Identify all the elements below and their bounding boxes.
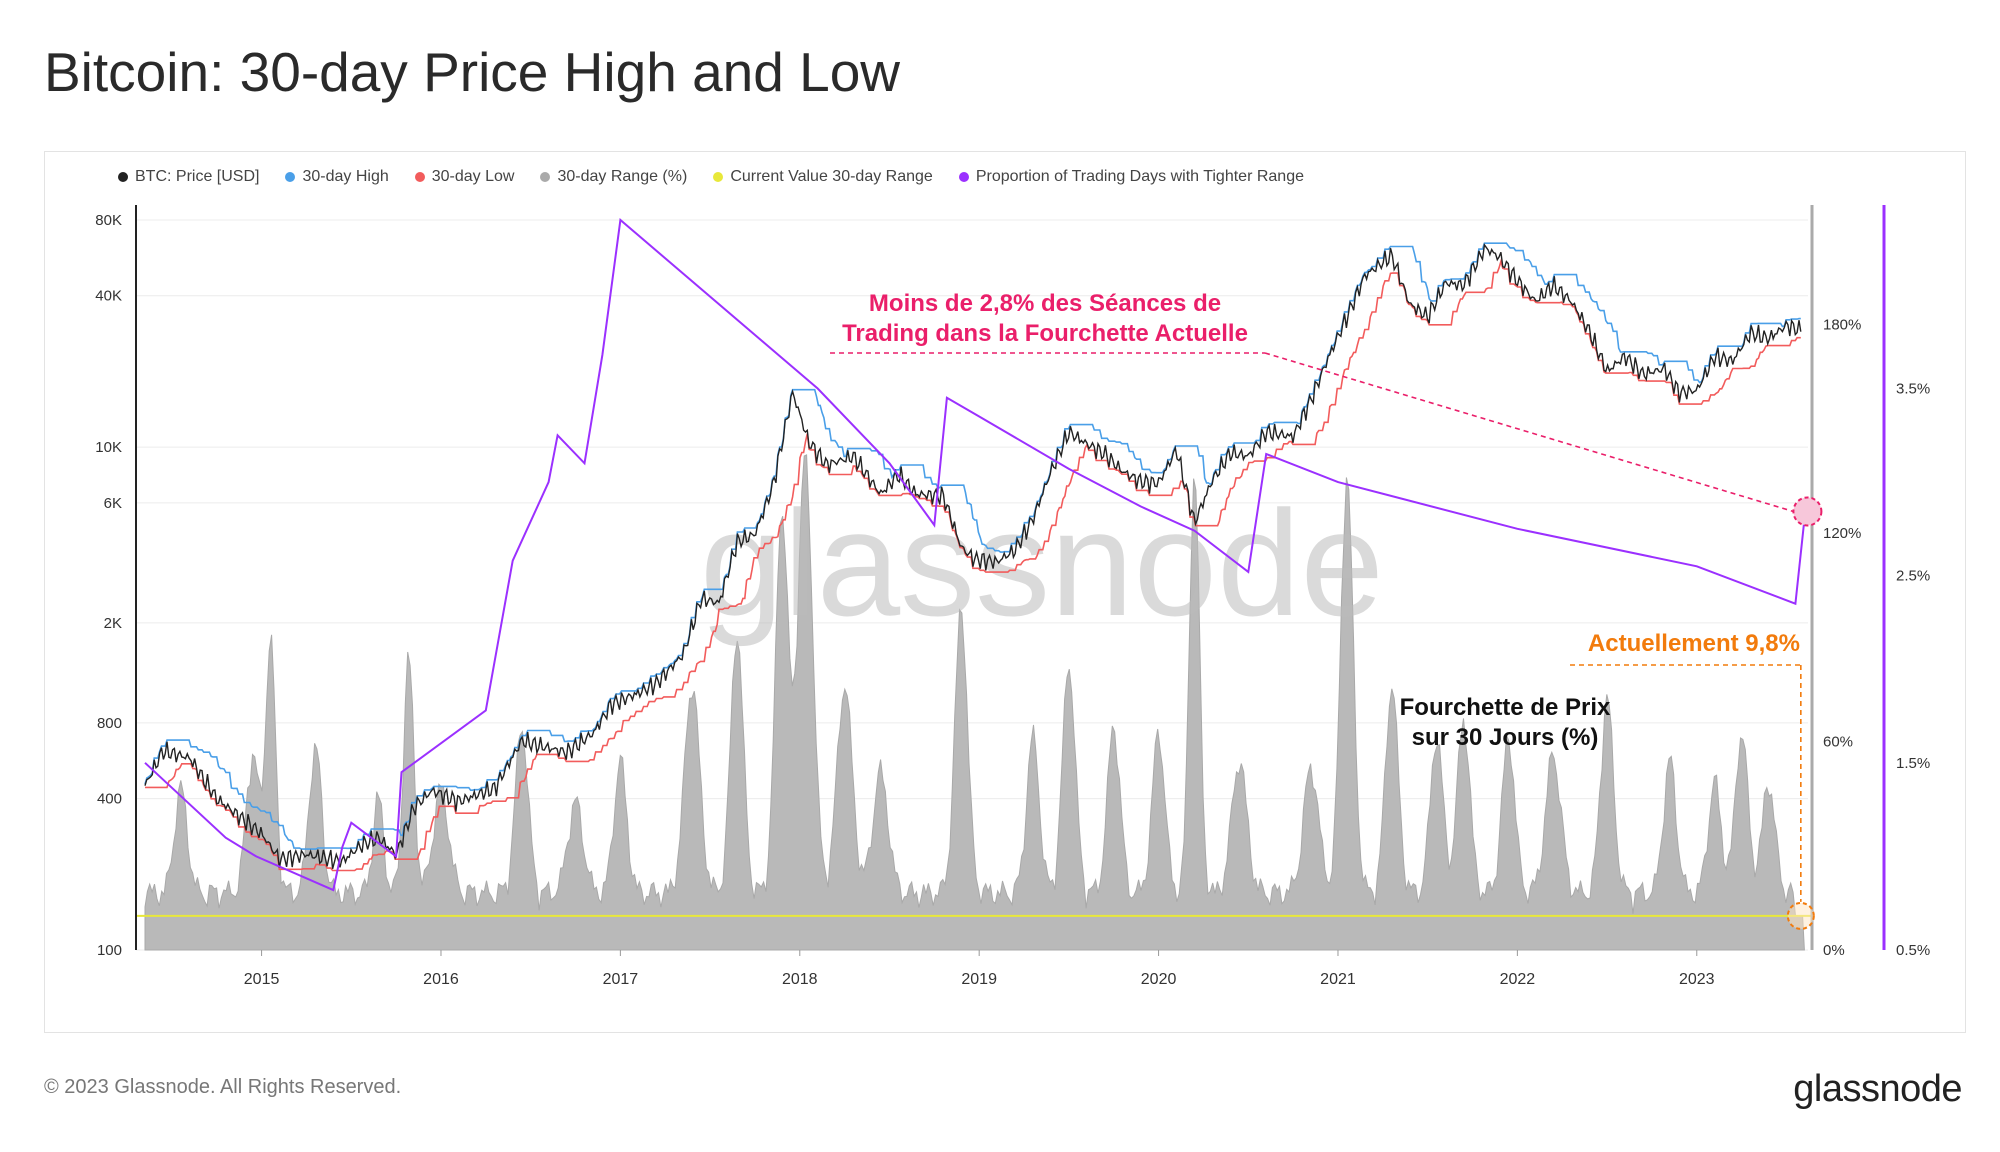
legend-label: 30-day High: [302, 168, 389, 185]
annotation-black-line2: sur 30 Jours (%): [1412, 724, 1599, 751]
legend-label: BTC: Price [USD]: [135, 168, 260, 185]
y-left-tick-label: 800: [97, 715, 122, 732]
legend-dot-icon: [540, 172, 551, 182]
x-tick-label: 2018: [782, 971, 818, 988]
legend-item-current-range[interactable]: Current Value 30-day Range: [713, 168, 933, 186]
legend-dot-icon: [118, 172, 128, 182]
x-tick-label: 2020: [1141, 971, 1177, 988]
annotations: Moins de 2,8% des Séances de Trading dan…: [830, 290, 1823, 930]
y-right-range-tick-label: 0%: [1823, 942, 1845, 959]
y-right-proportion-tick-label: 0.5%: [1896, 942, 1930, 959]
annotation-pink-line1: Moins de 2,8% des Séances de: [869, 290, 1221, 317]
annotation-pink-marker: [1792, 496, 1823, 527]
y-right-proportion-tick-label: 1.5%: [1896, 755, 1930, 772]
legend-label: Proportion of Trading Days with Tighter …: [975, 168, 1304, 185]
series-proportion: [144, 218, 1806, 892]
series-btc-price: [144, 242, 1802, 869]
legend-label: 30-day Low: [431, 168, 515, 185]
series-30d-high: [144, 242, 1801, 850]
watermark: glassnode: [700, 479, 1384, 647]
y-right-proportion-tick-label: 3.5%: [1896, 380, 1930, 397]
legend-dot-icon: [713, 172, 724, 182]
legend-dot-icon: [414, 172, 425, 182]
y-left-tick-label: 100: [97, 942, 122, 959]
y-right-proportion-tick-label: 2.5%: [1896, 568, 1930, 585]
annotation-orange: Actuellement 9,8%: [1588, 630, 1800, 657]
legend-label: Current Value 30-day Range: [730, 168, 933, 185]
legend-item-30d-range[interactable]: 30-day Range (%): [540, 168, 687, 186]
price-lines: [144, 218, 1806, 892]
y-right-range-tick-label: 60%: [1823, 733, 1853, 750]
x-tick-label: 2023: [1679, 971, 1715, 988]
legend-item-price[interactable]: BTC: Price [USD]: [118, 168, 259, 186]
footer-copyright: © 2023 Glassnode. All Rights Reserved.: [44, 1076, 402, 1098]
legend-item-30d-low[interactable]: 30-day Low: [414, 168, 515, 186]
page-title: Bitcoin: 30-day Price High and Low: [44, 41, 901, 103]
y-right-range-tick-label: 120%: [1823, 525, 1861, 542]
axes: 80K 40K 10K 6K 2K 800 400 100 2015 2016 2017 2018 20…: [95, 205, 1930, 988]
annotation-black-line1: Fourchette de Prix: [1400, 694, 1611, 721]
legend-dot-icon: [958, 172, 969, 182]
y-left-tick-label: 40K: [95, 288, 122, 305]
y-left-tick-label: 6K: [104, 495, 122, 512]
series-30d-low: [145, 258, 1801, 872]
x-tick-label: 2017: [603, 971, 639, 988]
chart-legend: BTC: Price [USD] 30-day High 30-day Low …: [118, 168, 1304, 186]
y-left-tick-label: 80K: [95, 212, 122, 229]
range-area: [144, 454, 1805, 951]
y-left-tick-label: 400: [97, 791, 122, 808]
annotation-pink-pointer: [1264, 352, 1794, 513]
footer-logo[interactable]: glassnode: [1793, 1068, 1962, 1110]
legend-item-proportion[interactable]: Proportion of Trading Days with Tighter …: [958, 168, 1304, 186]
chart-frame: [44, 151, 1966, 1033]
annotation-orange-marker: [1786, 901, 1815, 930]
y-left-tick-label: 2K: [104, 615, 122, 632]
x-tick-label: 2021: [1320, 971, 1356, 988]
y-right-range-tick-label: 180%: [1823, 316, 1861, 333]
y-left-tick-label: 10K: [95, 439, 122, 456]
legend-dot-icon: [285, 172, 296, 182]
x-tick-label: 2019: [961, 971, 997, 988]
range-histogram: [136, 454, 1812, 951]
x-tick-label: 2022: [1500, 971, 1536, 988]
annotation-pink-line2: Trading dans la Fourchette Actuelle: [842, 320, 1248, 347]
legend-label: 30-day Range (%): [557, 168, 688, 185]
legend-item-30d-high[interactable]: 30-day High: [285, 168, 389, 186]
x-tick-label: 2016: [423, 971, 459, 988]
x-tick-label: 2015: [244, 971, 280, 988]
